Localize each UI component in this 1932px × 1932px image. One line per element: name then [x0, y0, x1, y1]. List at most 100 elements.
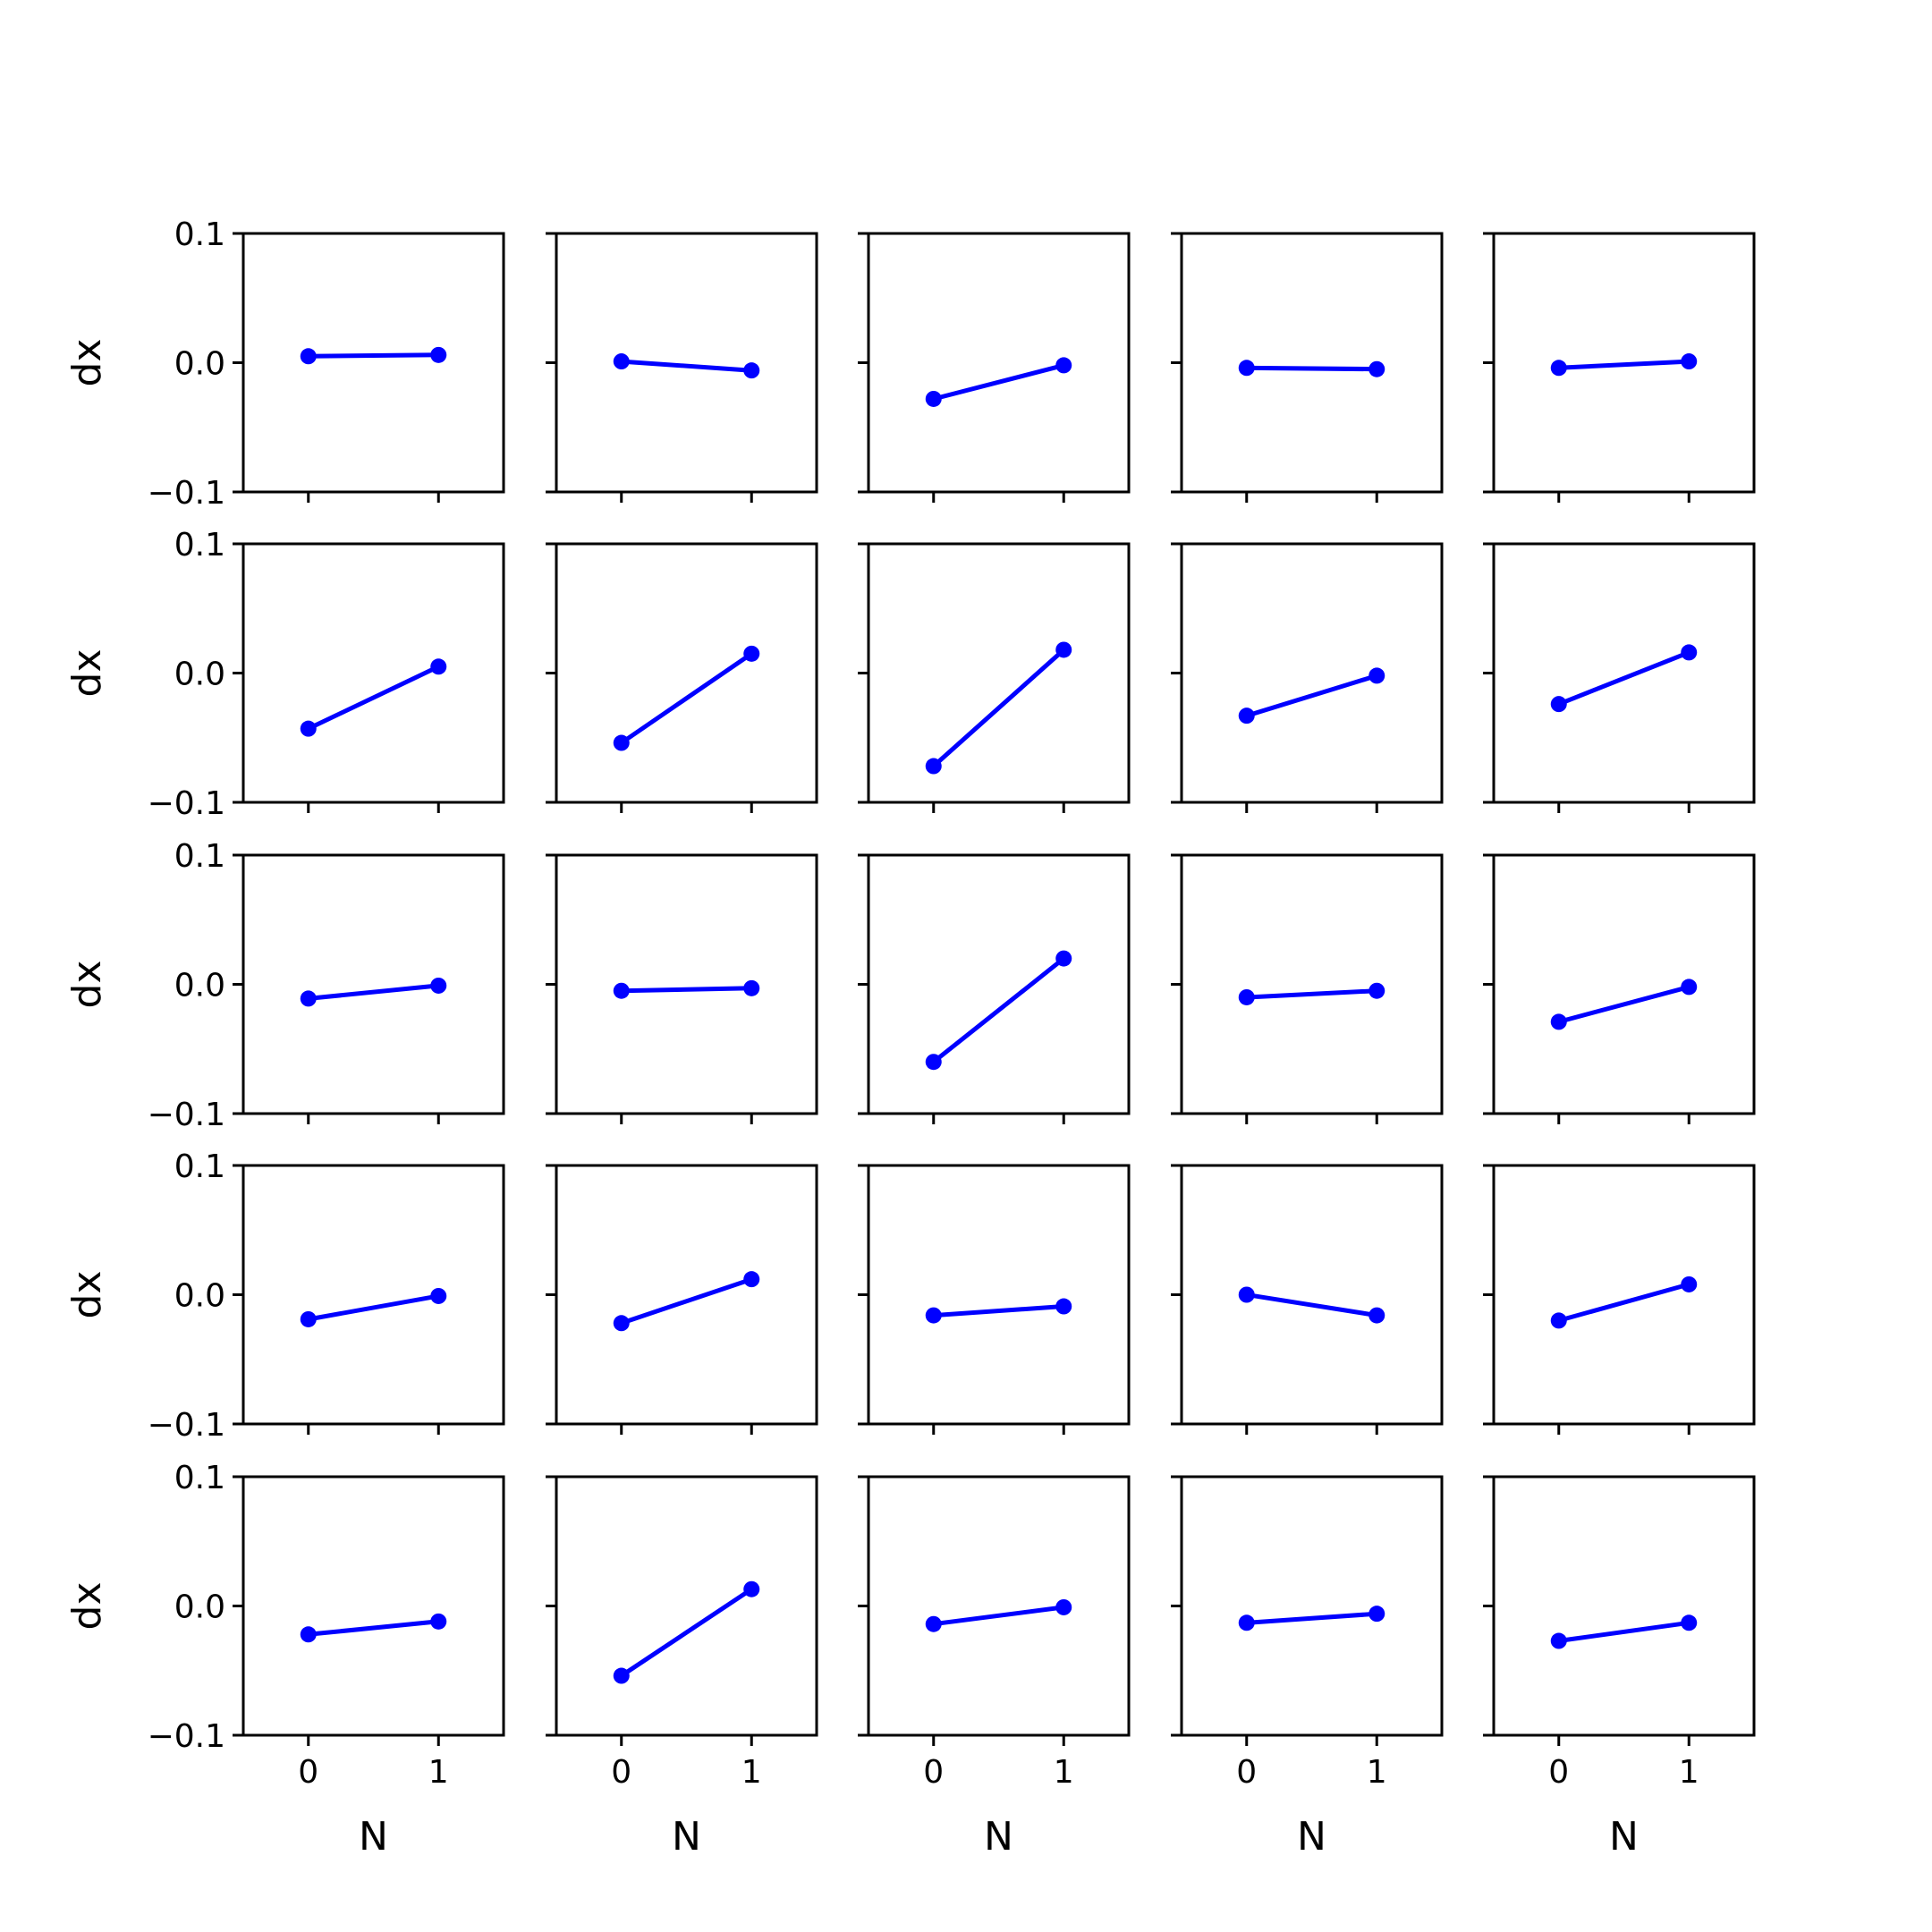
panel-2-4-frame — [1180, 542, 1444, 804]
panel-4-2-point-0 — [613, 1315, 630, 1332]
panel-5-3-line — [933, 1605, 1064, 1627]
panel-2-2-point-0 — [613, 734, 630, 751]
panel-5-3-frame — [867, 1475, 1131, 1737]
panel-4-1-point-1 — [430, 1287, 447, 1304]
y-axis-label: dx — [64, 1271, 110, 1319]
y-tick-label: −0.1 — [148, 1097, 225, 1133]
panel-5-4-frame — [1180, 1475, 1444, 1737]
panel-1-2-point-1 — [743, 362, 760, 379]
y-tick-label: 0.1 — [174, 1460, 225, 1496]
panel-4-4-point-0 — [1238, 1286, 1255, 1303]
panel-3-1-line — [308, 983, 439, 1001]
y-tick-label: 0.1 — [174, 1148, 225, 1185]
panel-2-4-point-1 — [1368, 667, 1385, 684]
panel-1-3-frame — [867, 232, 1131, 494]
panel-2-4-line — [1246, 674, 1378, 718]
panel-2-4-point-0 — [1238, 708, 1255, 724]
panel-1-4-frame — [1180, 232, 1444, 494]
panel-4-1-line — [308, 1293, 439, 1322]
panel-1-1-point-0 — [300, 348, 317, 365]
x-tick-label: 1 — [1679, 1754, 1699, 1791]
panel-5-4-point-0 — [1238, 1614, 1255, 1631]
panel-2-5-point-1 — [1681, 644, 1698, 661]
panel-3-4-point-0 — [1238, 988, 1255, 1005]
panel-1-1-line — [308, 352, 439, 359]
panel-1-1-frame — [242, 232, 505, 494]
panel-5-1-line — [308, 1619, 439, 1637]
x-axis-label: N — [984, 1814, 1013, 1860]
panel-3-1-point-0 — [300, 990, 317, 1007]
x-tick-label: 1 — [741, 1754, 762, 1791]
panel-4-5-line — [1558, 1282, 1690, 1323]
y-axis-label: dx — [64, 649, 110, 698]
y-tick-label: −0.1 — [148, 475, 225, 512]
panel-3-5-point-1 — [1681, 979, 1698, 996]
panel-5-5-point-0 — [1550, 1632, 1567, 1649]
panel-1-2-line — [621, 359, 752, 373]
x-tick-label: 1 — [1054, 1754, 1074, 1791]
panel-3-5-line — [1558, 984, 1690, 1024]
panel-4-2-line — [621, 1276, 753, 1326]
y-tick-label: 0.0 — [174, 968, 225, 1004]
panel-5-1-point-1 — [430, 1613, 447, 1630]
panel-3-2-frame — [555, 853, 818, 1115]
panel-4-4-point-1 — [1368, 1307, 1385, 1324]
panel-3-4-line — [1246, 988, 1377, 1000]
panel-2-2-line — [620, 651, 753, 745]
panel-5-5-line — [1558, 1620, 1690, 1643]
panel-5-3-point-0 — [925, 1615, 942, 1632]
y-tick-label: −0.1 — [148, 1718, 225, 1755]
panel-4-3-point-0 — [925, 1307, 942, 1324]
panel-1-3-line — [933, 362, 1064, 402]
panel-2-2-frame — [555, 542, 818, 804]
panel-4-5-frame — [1492, 1164, 1756, 1426]
panel-3-2-point-0 — [613, 982, 630, 999]
panel-2-3-point-1 — [1055, 641, 1072, 658]
panel-1-2-frame — [555, 232, 818, 494]
panel-5-5-point-1 — [1681, 1614, 1698, 1631]
y-axis-label: dx — [64, 961, 110, 1009]
panel-5-4-point-1 — [1368, 1606, 1385, 1623]
panel-3-4-frame — [1180, 853, 1444, 1115]
x-axis-label: N — [359, 1814, 388, 1860]
panel-5-1-frame — [242, 1475, 505, 1737]
panel-3-1-frame — [242, 853, 505, 1115]
panel-4-2-point-1 — [743, 1271, 760, 1288]
panel-1-5-point-1 — [1681, 353, 1698, 370]
y-tick-label: 0.1 — [174, 216, 225, 253]
x-tick-label: 0 — [923, 1754, 944, 1791]
panel-4-5-point-0 — [1550, 1312, 1567, 1329]
y-axis-label: dx — [64, 1582, 110, 1631]
panel-4-2-frame — [555, 1164, 818, 1426]
panel-5-1-point-0 — [300, 1626, 317, 1643]
x-tick-label: 1 — [1367, 1754, 1387, 1791]
panel-1-2-point-0 — [613, 353, 630, 370]
x-tick-label: 0 — [1548, 1754, 1569, 1791]
panel-1-4-point-0 — [1238, 360, 1255, 377]
panel-3-3-frame — [867, 853, 1131, 1115]
y-tick-label: 0.0 — [174, 1278, 225, 1315]
panel-1-4-line — [1246, 365, 1377, 372]
panel-3-1-point-1 — [430, 977, 447, 994]
panel-2-1-frame — [242, 542, 505, 804]
panel-4-4-line — [1246, 1292, 1377, 1318]
x-axis-label: N — [1297, 1814, 1326, 1860]
panel-4-3-line — [933, 1304, 1064, 1318]
y-tick-label: −0.1 — [148, 785, 225, 822]
x-tick-label: 1 — [428, 1754, 449, 1791]
panel-2-5-point-0 — [1550, 696, 1567, 713]
panel-4-1-frame — [242, 1164, 505, 1426]
y-tick-label: 0.1 — [174, 838, 225, 875]
x-axis-label: N — [1609, 1814, 1639, 1860]
panel-4-3-frame — [867, 1164, 1131, 1426]
panel-5-2-line — [620, 1587, 753, 1678]
x-tick-label: 0 — [611, 1754, 631, 1791]
panel-5-3-point-1 — [1055, 1598, 1072, 1615]
panel-2-1-point-0 — [300, 720, 317, 737]
panel-3-4-point-1 — [1368, 982, 1385, 999]
panel-5-2-frame — [555, 1475, 818, 1737]
y-tick-label: 0.1 — [174, 527, 225, 564]
panel-1-3-point-1 — [1055, 357, 1072, 374]
panel-2-1-point-1 — [430, 658, 447, 675]
x-tick-label: 0 — [298, 1754, 318, 1791]
